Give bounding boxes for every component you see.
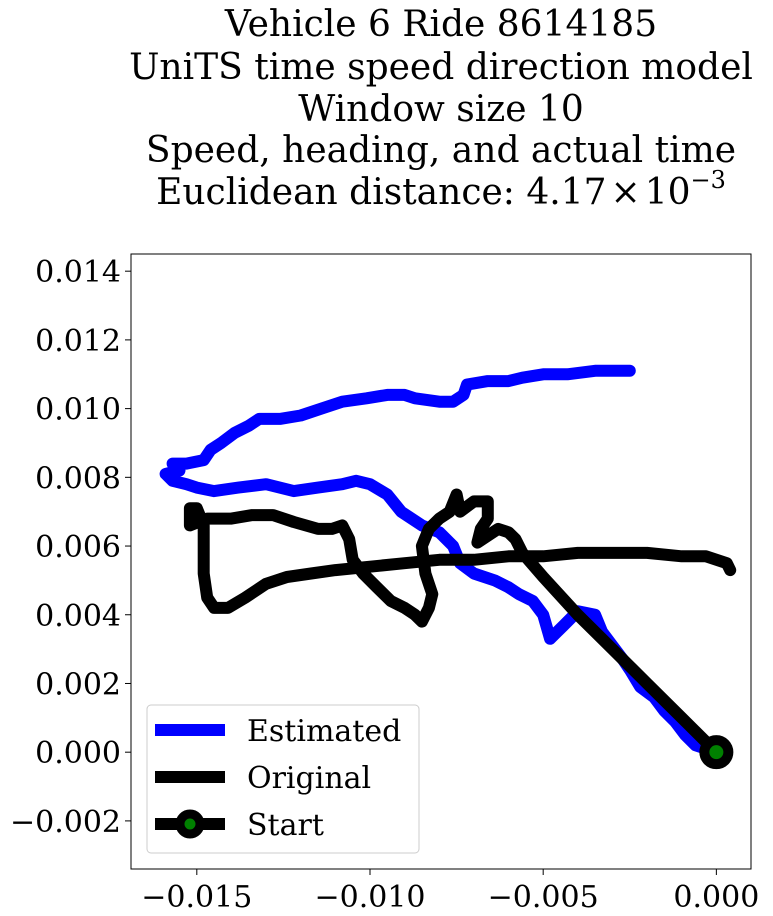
y-tick-label: 0.012 bbox=[35, 324, 121, 359]
title-distance-prefix: Euclidean distance: 4.17 bbox=[156, 172, 606, 213]
legend: Estimated Original Start bbox=[146, 704, 420, 854]
legend-box bbox=[146, 704, 420, 854]
title-distance-exponent: −3 bbox=[691, 166, 726, 194]
x-axis: −0.015 −0.010 −0.005 0.000 bbox=[141, 869, 759, 915]
x-tick-label: −0.005 bbox=[488, 880, 599, 915]
title-line-1: Vehicle 6 Ride 8614185 bbox=[224, 4, 657, 45]
x-tick-label: −0.010 bbox=[314, 880, 425, 915]
chart-title: Vehicle 6 Ride 8614185 UniTS time speed … bbox=[129, 4, 753, 213]
x-tick-label: 0.000 bbox=[673, 880, 759, 915]
start-marker bbox=[699, 735, 734, 770]
legend-start-marker bbox=[175, 809, 205, 839]
legend-label-start: Start bbox=[247, 808, 324, 843]
y-axis: −0.002 0.000 0.002 0.004 0.006 0.008 0.010 0.01… bbox=[10, 255, 131, 840]
y-tick-label: 0.010 bbox=[35, 393, 121, 428]
title-distance-base: 10 bbox=[645, 172, 691, 213]
title-line-2: UniTS time speed direction model bbox=[129, 47, 753, 88]
title-line-4: Speed, heading, and actual time bbox=[146, 130, 736, 171]
y-tick-label: 0.014 bbox=[35, 255, 121, 290]
y-tick-label: 0.008 bbox=[35, 461, 121, 496]
x-tick-label: −0.015 bbox=[141, 880, 252, 915]
series-line-estimated bbox=[159, 364, 723, 759]
start-layer bbox=[699, 735, 734, 770]
plot-area bbox=[130, 253, 752, 870]
y-tick-label: 0.006 bbox=[35, 530, 121, 565]
title-line-5: Euclidean distance: 4.17 × 10−3 bbox=[156, 166, 726, 213]
legend-label-original: Original bbox=[247, 761, 371, 796]
y-tick-label: 0.004 bbox=[35, 599, 121, 634]
legend-label-estimated: Estimated bbox=[247, 714, 401, 749]
y-tick-label: 0.002 bbox=[35, 667, 121, 702]
series-line-original bbox=[183, 488, 737, 759]
y-tick-label: 0.000 bbox=[35, 736, 121, 771]
title-distance-times: × bbox=[611, 172, 641, 213]
y-tick-label: −0.002 bbox=[10, 805, 121, 840]
axes-frame bbox=[130, 253, 752, 870]
title-line-3: Window size 10 bbox=[298, 89, 584, 130]
series-layer bbox=[159, 364, 737, 759]
legend-items: Estimated Original Start bbox=[155, 714, 401, 843]
